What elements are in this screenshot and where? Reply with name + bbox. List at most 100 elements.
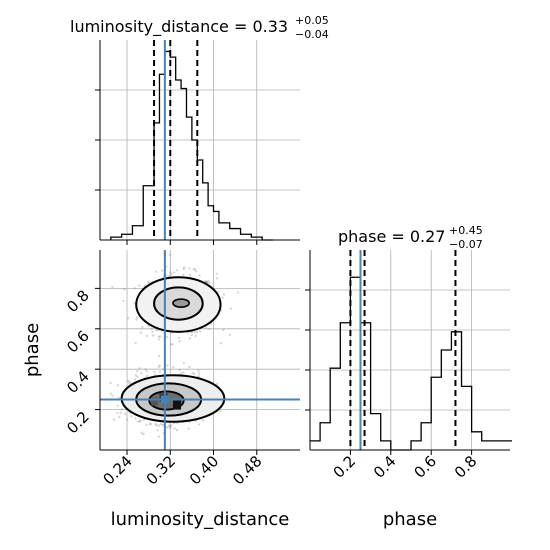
sample-point: [177, 336, 181, 340]
sample-point: [222, 328, 225, 332]
sample-point: [187, 427, 190, 430]
sample-point: [197, 423, 201, 426]
sample-point: [135, 318, 138, 321]
sample-point: [161, 423, 165, 427]
sample-point: [150, 327, 153, 330]
sample-point: [171, 343, 174, 346]
sample-point: [155, 424, 158, 427]
sample-point: [208, 327, 211, 331]
sample-point: [158, 370, 162, 373]
sample-point: [134, 374, 138, 377]
sample-point: [136, 375, 139, 379]
title-phase-name: phase: [338, 227, 386, 246]
sample-point: [138, 419, 141, 423]
sample-point: [120, 408, 123, 411]
truth-marker: [160, 395, 169, 404]
sample-point: [134, 341, 137, 345]
sample-point: [137, 420, 140, 423]
xtick-label-luminosity-distance: 0.48: [229, 452, 265, 488]
sample-point: [161, 368, 165, 371]
sample-point: [138, 284, 141, 287]
sample-point: [111, 394, 114, 397]
sample-point: [157, 435, 161, 438]
sample-point: [194, 268, 197, 271]
sample-point: [149, 423, 152, 426]
sample-point: [136, 316, 139, 319]
sample-point: [133, 287, 137, 290]
sample-point: [155, 328, 158, 332]
sample-point: [197, 369, 200, 372]
sample-point: [172, 271, 176, 274]
sample-point: [157, 365, 160, 368]
sample-point: [148, 281, 151, 284]
sample-point: [166, 426, 169, 429]
sample-point: [123, 288, 126, 291]
sample-point: [156, 329, 160, 332]
title-ld-name: luminosity_distance: [70, 17, 229, 37]
sample-point: [201, 419, 205, 422]
sample-point: [168, 425, 172, 428]
sample-point: [192, 372, 196, 376]
sample-point: [145, 374, 149, 378]
sample-point: [190, 333, 193, 337]
sample-point: [168, 271, 172, 274]
sample-point: [219, 342, 223, 345]
sample-point: [147, 281, 150, 284]
sample-point: [198, 372, 201, 375]
xtick-label-phase: 0.4: [370, 452, 400, 482]
title-luminosity-distance: luminosity_distance = 0.33: [70, 17, 288, 37]
xlabel-luminosity-distance: luminosity_distance: [111, 509, 290, 530]
title-phase-plus: +0.45: [449, 224, 483, 237]
xtick-label-luminosity-distance: 0.24: [100, 452, 136, 488]
title-phase-minus: −0.07: [449, 238, 483, 251]
sample-point: [142, 418, 145, 421]
sample-point: [145, 370, 149, 373]
sample-point: [188, 267, 191, 270]
sample-point: [182, 362, 186, 365]
sample-point: [168, 274, 171, 278]
sample-point: [159, 423, 163, 426]
sample-point: [126, 379, 130, 382]
sample-point: [188, 273, 192, 277]
sample-point: [160, 269, 164, 272]
sample-point: [130, 415, 133, 418]
sample-point: [191, 371, 194, 375]
sample-point: [157, 338, 160, 341]
title-phase-median: 0.27: [410, 227, 446, 246]
sample-point: [157, 335, 161, 338]
sample-point: [151, 330, 154, 334]
xtick-label-phase: 0.2: [330, 452, 360, 482]
sample-point: [118, 415, 121, 419]
sample-point: [192, 268, 195, 271]
sample-point: [219, 409, 222, 413]
sample-point: [182, 273, 185, 277]
sample-point: [229, 307, 233, 310]
contour-inner: [172, 298, 190, 308]
sample-point: [134, 417, 137, 420]
sample-point: [215, 272, 218, 275]
sample-point: [149, 422, 152, 425]
sample-point: [179, 372, 183, 375]
sample-point: [193, 331, 196, 334]
sample-point: [178, 340, 181, 343]
panel-hist-luminosity-distance: [95, 40, 300, 245]
xtick-label-luminosity-distance: 0.32: [143, 452, 179, 488]
sample-point: [205, 280, 209, 283]
sample-point: [168, 253, 172, 257]
sample-point: [159, 335, 162, 338]
sample-point: [116, 411, 119, 414]
sample-point: [198, 274, 201, 277]
sample-point: [142, 432, 145, 436]
sample-point: [207, 279, 210, 283]
sample-point: [144, 368, 147, 371]
sample-point: [141, 326, 144, 329]
sample-point: [152, 334, 155, 337]
sample-point: [128, 380, 131, 383]
sample-point: [157, 424, 161, 427]
xtick-label-phase: 0.8: [451, 452, 481, 482]
sample-point: [139, 420, 142, 423]
sample-point: [197, 375, 201, 378]
sample-point: [176, 269, 179, 272]
sample-point: [116, 384, 120, 387]
